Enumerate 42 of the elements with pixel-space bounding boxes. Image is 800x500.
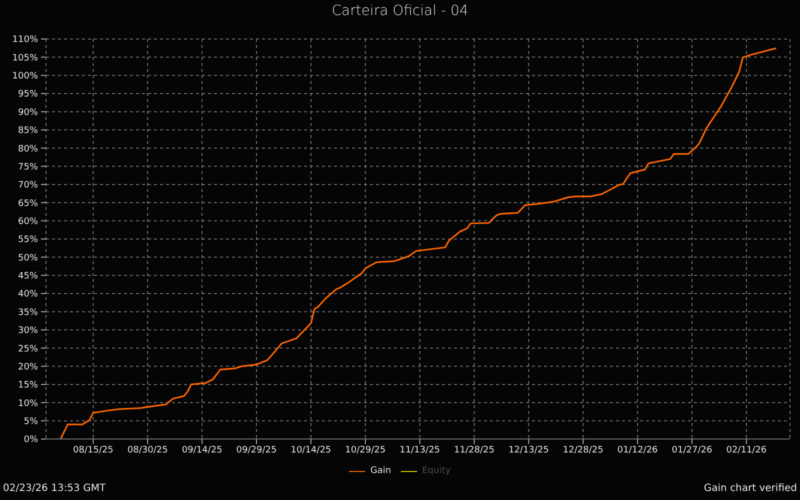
- x-tick-label: 12/28/25: [562, 445, 604, 456]
- x-tick-label: 12/13/25: [508, 445, 549, 456]
- y-tick-label: 70%: [18, 180, 38, 191]
- x-tick-label: 10/14/25: [290, 445, 332, 456]
- y-tick-label: 30%: [18, 326, 38, 336]
- x-tick-label: 08/15/25: [72, 445, 114, 456]
- y-tick-label: 60%: [18, 217, 38, 228]
- y-tick-label: 10%: [18, 398, 38, 409]
- x-tick-label: 08/30/25: [127, 445, 168, 456]
- y-tick-label: 40%: [18, 290, 38, 300]
- y-tick-label: 80%: [18, 144, 38, 154]
- y-tick-label: 95%: [18, 90, 38, 100]
- y-tick-label: 15%: [18, 380, 38, 391]
- y-tick-label: 75%: [18, 162, 38, 172]
- x-tick-label: 01/12/26: [617, 445, 658, 456]
- y-tick-label: 45%: [18, 272, 38, 282]
- text: Gain chart verified: [704, 483, 797, 494]
- y-tick-label: 100%: [12, 72, 38, 82]
- y-tick-label: 90%: [18, 108, 38, 118]
- y-tick-label: 35%: [18, 308, 38, 318]
- x-tick-label: 09/14/25: [182, 445, 222, 456]
- y-tick-label: 110%: [12, 35, 38, 46]
- text: 02/23/26 13:53 GMT: [3, 483, 106, 494]
- x-tick-label: 10/29/25: [345, 445, 386, 456]
- y-tick-label: 25%: [18, 344, 38, 354]
- legend-label: Gain: [370, 466, 392, 476]
- y-tick-label: 65%: [18, 198, 38, 209]
- chart-title: Carteira Oficial - 04: [330, 3, 470, 19]
- y-tick-label: 5%: [24, 417, 38, 428]
- y-tick-label: 20%: [18, 362, 38, 372]
- x-tick-label: 11/13/25: [400, 445, 440, 456]
- y-tick-label: 55%: [18, 235, 38, 246]
- line-series: [60, 48, 776, 439]
- x-tick-label: 01/27/26: [672, 445, 712, 456]
- x-tick-label: 11/28/25: [454, 445, 494, 456]
- legend-label: Equity: [422, 466, 451, 476]
- y-tick-label: 85%: [18, 126, 38, 136]
- x-tick-label: 09/29/25: [236, 445, 277, 456]
- x-tick-label: 02/11/26: [726, 445, 767, 456]
- y-tick-label: 105%: [12, 53, 38, 64]
- y-tick-label: 50%: [18, 253, 38, 264]
- y-tick-label: 0%: [24, 435, 38, 446]
